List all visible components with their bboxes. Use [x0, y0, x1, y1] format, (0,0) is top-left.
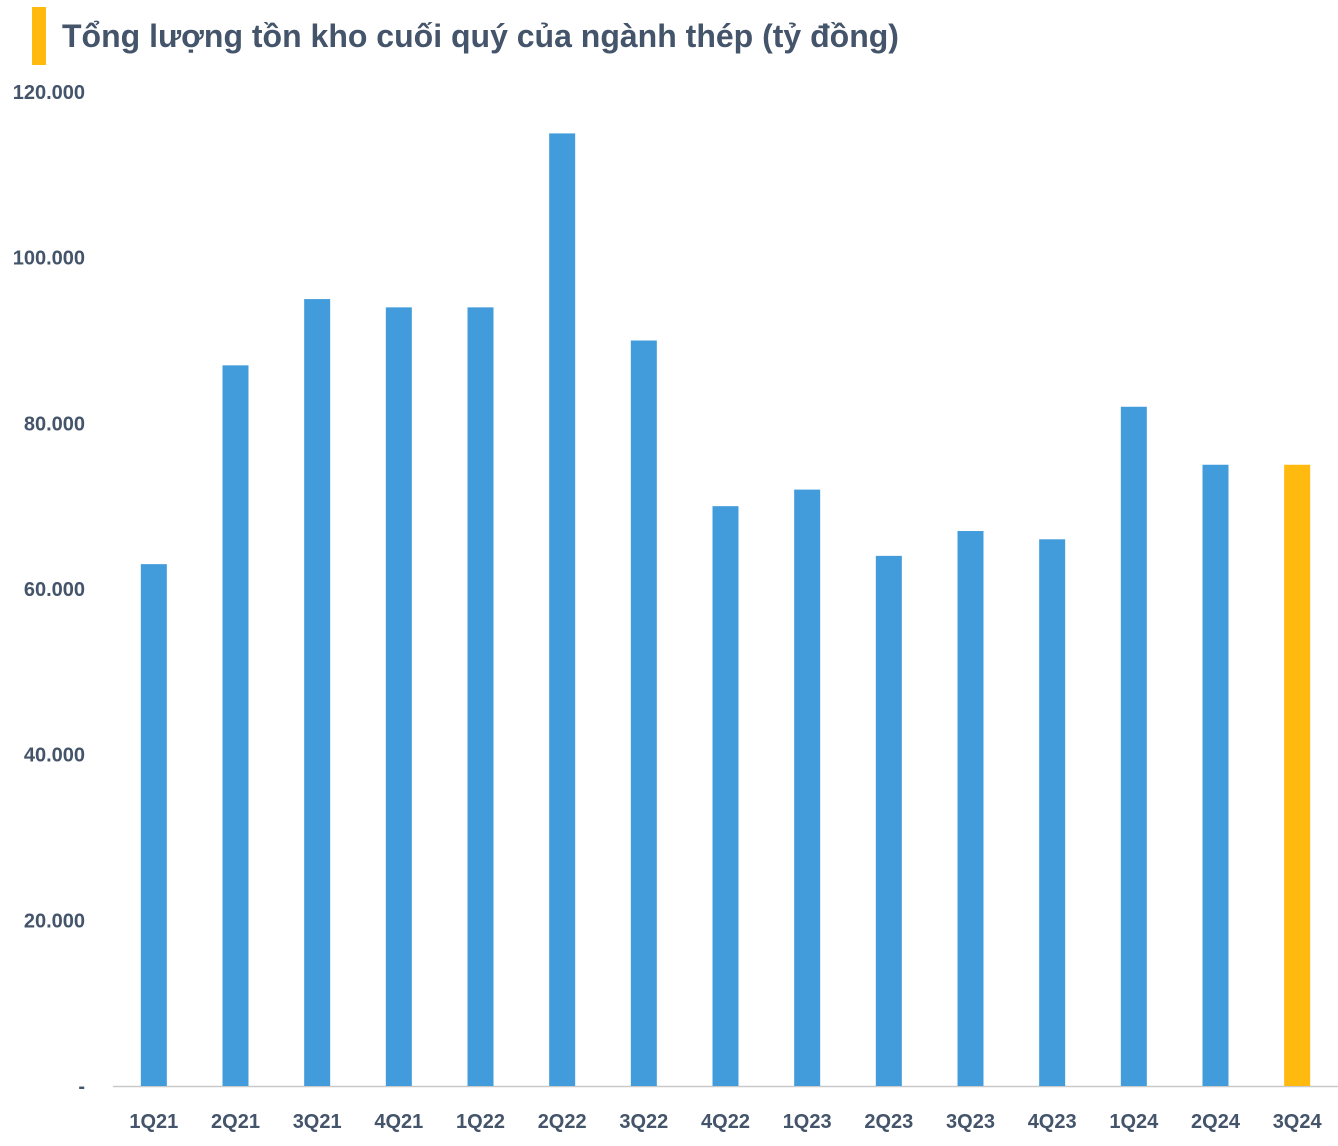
- bar-1Q23: [794, 489, 821, 1087]
- y-tick-label: 20.000: [24, 910, 85, 932]
- x-tick-label: 2Q24: [1191, 1111, 1241, 1133]
- title-accent-bar: [32, 7, 46, 65]
- bar-3Q22: [630, 340, 657, 1086]
- y-tick-label: 60.000: [24, 579, 85, 601]
- x-tick-label: 4Q22: [701, 1111, 750, 1133]
- x-tick-label: 4Q21: [374, 1111, 423, 1133]
- x-tick-label: 4Q23: [1028, 1111, 1077, 1133]
- bar-3Q21: [304, 299, 331, 1086]
- chart-title-block: Tổng lượng tồn kho cuối quý của ngành th…: [32, 6, 899, 66]
- bar-2Q23: [875, 555, 902, 1086]
- bar-3Q24: [1284, 464, 1311, 1086]
- x-tick-label: 3Q24: [1273, 1111, 1323, 1133]
- chart-title: Tổng lượng tồn kho cuối quý của ngành th…: [62, 17, 899, 54]
- x-tick-label: 1Q24: [1109, 1111, 1159, 1133]
- y-tick-label: 120.000: [13, 82, 85, 104]
- x-tick-label: 2Q21: [211, 1111, 260, 1133]
- bar-3Q23: [957, 531, 984, 1086]
- y-tick-label: 40.000: [24, 745, 85, 767]
- x-tick-label: 3Q23: [946, 1111, 995, 1133]
- bar-2Q24: [1202, 464, 1229, 1086]
- y-tick-label: -: [78, 1076, 85, 1098]
- bar-4Q23: [1039, 539, 1066, 1086]
- x-tick-label: 1Q23: [783, 1111, 832, 1133]
- x-tick-label: 3Q21: [293, 1111, 342, 1133]
- bar-2Q21: [222, 365, 249, 1087]
- x-tick-label: 2Q22: [538, 1111, 587, 1133]
- bar-1Q21: [140, 564, 167, 1086]
- bar-1Q22: [467, 307, 494, 1086]
- y-tick-label: 80.000: [24, 413, 85, 435]
- y-tick-label: 100.000: [13, 248, 85, 270]
- bar-2Q22: [549, 133, 576, 1086]
- bar-4Q21: [385, 307, 412, 1086]
- bar-1Q24: [1120, 406, 1147, 1086]
- x-tick-label: 1Q22: [456, 1111, 505, 1133]
- x-tick-label: 2Q23: [864, 1111, 913, 1133]
- x-tick-label: 1Q21: [129, 1111, 178, 1133]
- x-tick-label: 3Q22: [619, 1111, 668, 1133]
- bar-4Q22: [712, 506, 739, 1087]
